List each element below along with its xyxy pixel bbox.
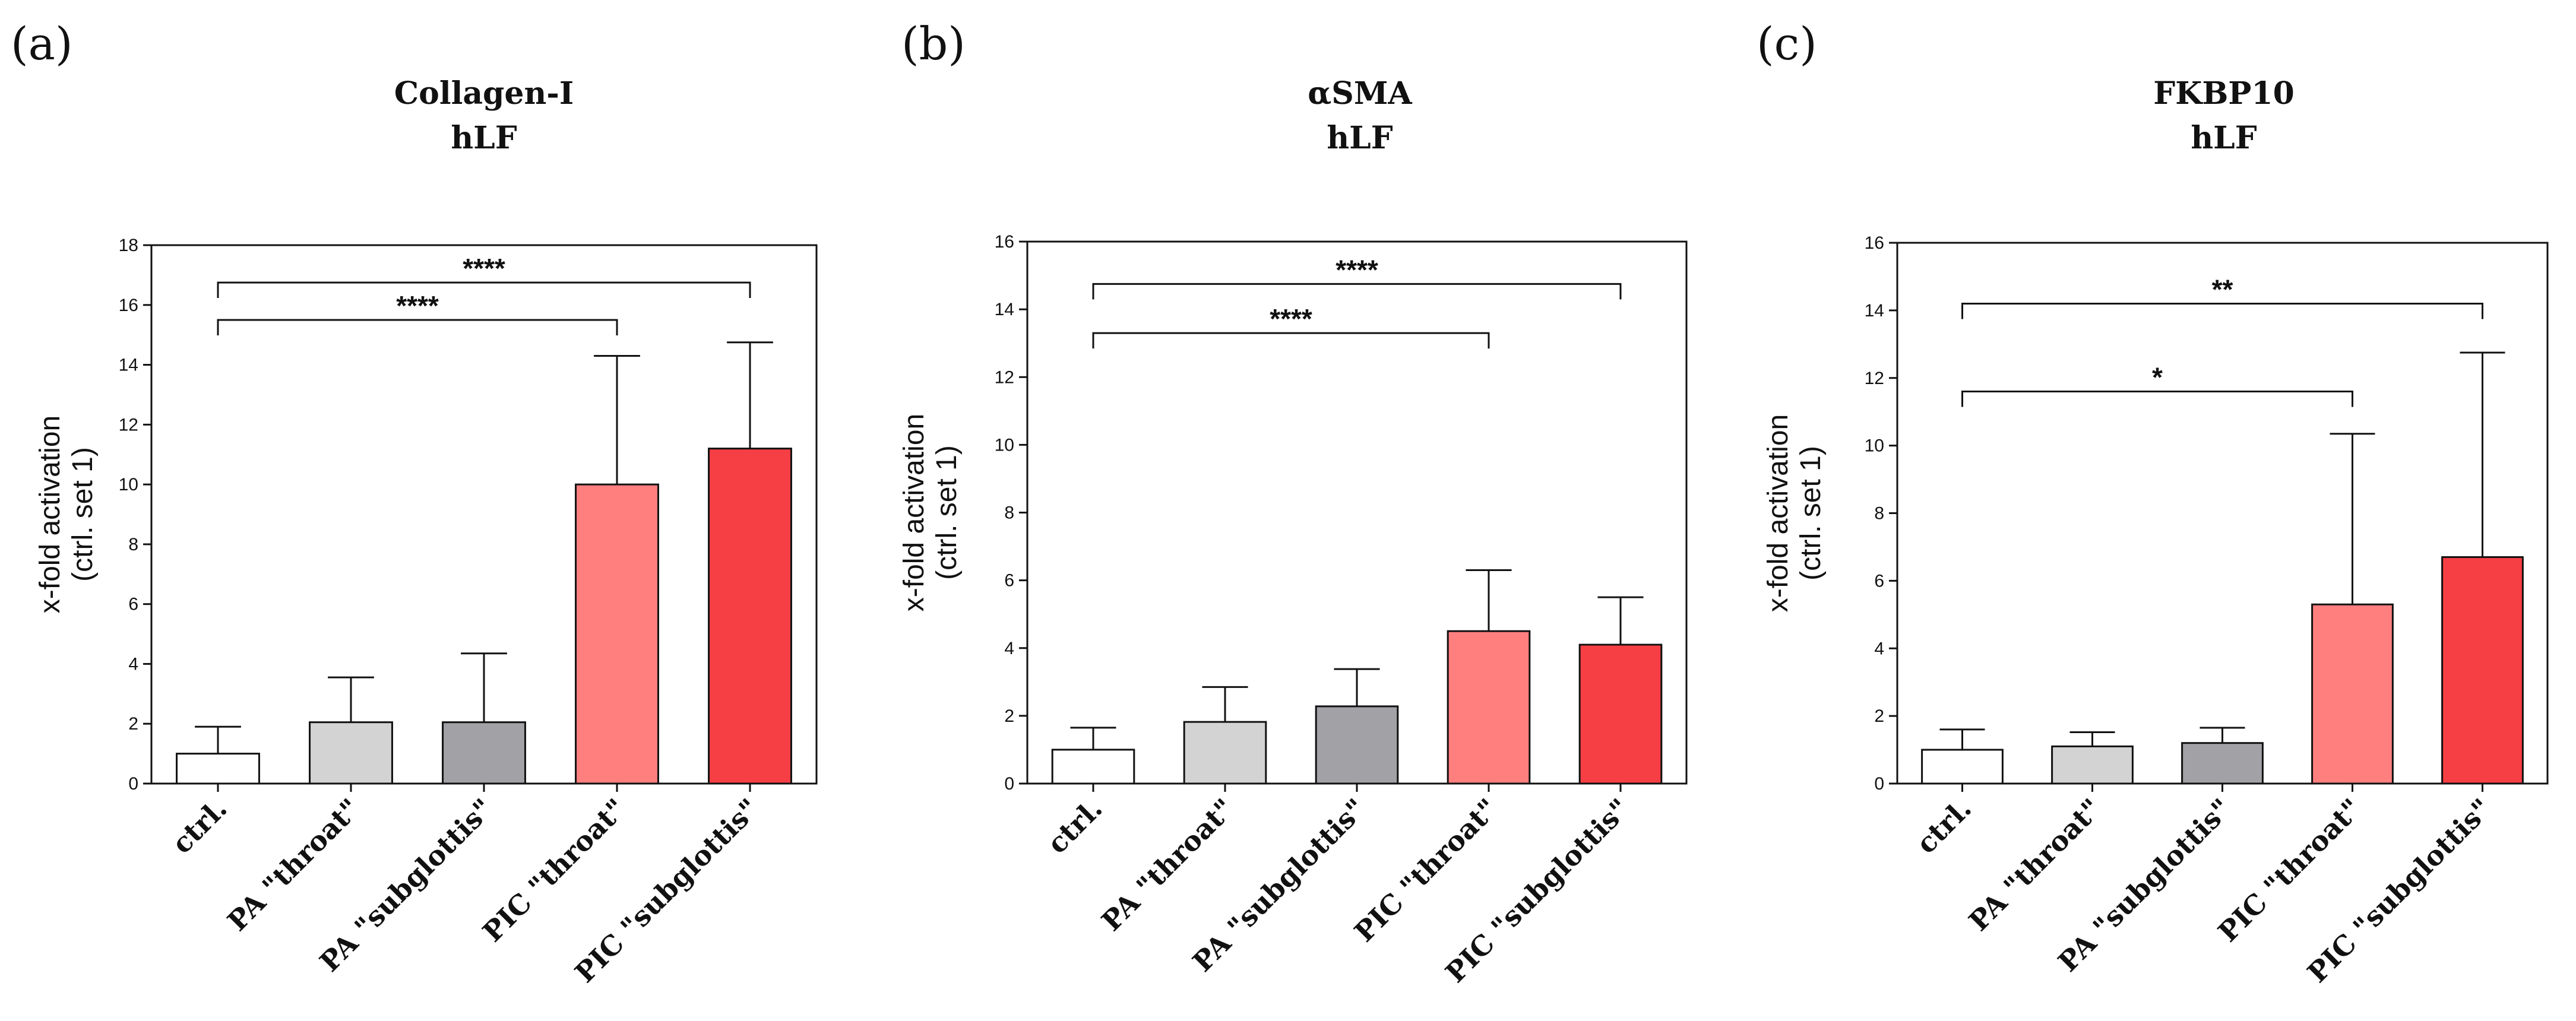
bar	[309, 721, 393, 785]
bar	[575, 483, 659, 785]
y-tick-label: 16	[1865, 233, 1884, 253]
chart-title: αSMA	[1308, 75, 1412, 112]
bar	[176, 753, 260, 785]
plot-frame	[1026, 240, 1688, 785]
bar	[442, 721, 526, 785]
y-tick-label: 2	[1004, 706, 1014, 726]
y-tick-label: 14	[1865, 301, 1884, 321]
chart-title: FKBP10	[2153, 75, 2295, 112]
y-tick-label: 8	[1874, 504, 1884, 524]
y-tick-label: 12	[119, 415, 138, 435]
panel-letter: (c)	[1757, 17, 1817, 70]
chart-title: Collagen-I	[394, 75, 574, 112]
y-tick-label: 10	[1865, 436, 1884, 456]
x-tick-label: ctrl.	[166, 792, 233, 860]
y-tick-label: 0	[1004, 774, 1014, 794]
y-tick-label: 4	[1004, 639, 1014, 658]
bar	[2311, 603, 2394, 785]
y-axis-label-unit: (ctrl. set 1)	[1795, 446, 1827, 581]
x-tick-label: PA "throat"	[221, 792, 366, 937]
bar	[1315, 705, 1399, 785]
significance-label: **	[2212, 274, 2233, 305]
bar	[2051, 745, 2134, 785]
significance-label: ****	[1270, 303, 1312, 334]
significance-bracket	[1961, 391, 2353, 407]
y-tick-label: 6	[128, 595, 138, 614]
chart-panel-1: (a) Collagen-I hLF x-fold activation (ctrl. …	[11, 17, 818, 989]
y-tick-label: 0	[1874, 774, 1884, 794]
y-tick-label: 0	[128, 774, 138, 794]
bar	[1183, 721, 1267, 785]
y-axis-label: x-fold activation	[34, 416, 66, 614]
significance-bracket	[1092, 332, 1490, 349]
significance-label: *	[2152, 362, 2163, 393]
significance-label: ****	[463, 253, 505, 284]
significance-bracket	[1092, 283, 1622, 300]
y-tick-label: 12	[995, 367, 1014, 387]
y-tick-label: 12	[1865, 369, 1884, 388]
panel-letter: (a)	[11, 17, 73, 70]
bar	[1051, 749, 1135, 785]
bar	[1921, 749, 2004, 785]
x-tick-label: PA "throat"	[1963, 792, 2107, 937]
significance-bracket	[217, 319, 618, 335]
bar	[1447, 630, 1531, 785]
significance-bracket	[1961, 302, 2483, 319]
y-tick-label: 4	[1874, 639, 1884, 658]
chart-subtitle: hLF	[451, 120, 517, 156]
y-tick-label: 10	[119, 475, 138, 494]
y-tick-label: 4	[128, 654, 138, 674]
y-axis-label: x-fold activation	[1762, 414, 1794, 613]
bar	[2181, 742, 2264, 785]
significance-bracket	[217, 281, 751, 298]
y-axis-label-unit: (ctrl. set 1)	[67, 447, 99, 582]
significance-label: ****	[1336, 254, 1378, 285]
y-tick-label: 6	[1004, 571, 1014, 591]
y-tick-label: 6	[1874, 571, 1884, 591]
y-axis-label: x-fold activation	[898, 414, 930, 612]
x-tick-label: ctrl.	[1041, 792, 1109, 860]
y-tick-label: 8	[128, 535, 138, 554]
y-axis-label-unit: (ctrl. set 1)	[931, 445, 963, 580]
bar	[708, 448, 792, 785]
x-tick-label: PA "throat"	[1095, 792, 1240, 937]
chart-subtitle: hLF	[2191, 120, 2257, 156]
chart-subtitle: hLF	[1327, 120, 1393, 156]
y-tick-label: 8	[1004, 503, 1014, 523]
bar	[2441, 556, 2524, 785]
y-tick-label: 18	[119, 236, 138, 255]
significance-label: ****	[396, 290, 439, 321]
chart-panel-3: (c) FKBP10 hLF x-fold activation (ctrl. set …	[1757, 17, 2549, 989]
y-tick-label: 2	[128, 714, 138, 734]
y-tick-label: 2	[1874, 706, 1884, 726]
y-tick-label: 16	[995, 232, 1014, 252]
plot-frame	[150, 244, 818, 785]
x-tick-label: PIC "throat"	[476, 792, 632, 949]
x-tick-label: ctrl.	[1910, 792, 1977, 860]
plot-frame	[1896, 242, 2549, 785]
panel-letter: (b)	[901, 17, 966, 70]
y-tick-label: 16	[119, 296, 138, 315]
y-tick-label: 10	[995, 435, 1014, 455]
chart-panel-2: (b) αSMA hLF x-fold activation (ctrl. set 1)…	[898, 17, 1688, 989]
y-tick-label: 14	[995, 300, 1014, 319]
y-tick-label: 14	[119, 356, 138, 375]
bar	[1578, 643, 1663, 785]
